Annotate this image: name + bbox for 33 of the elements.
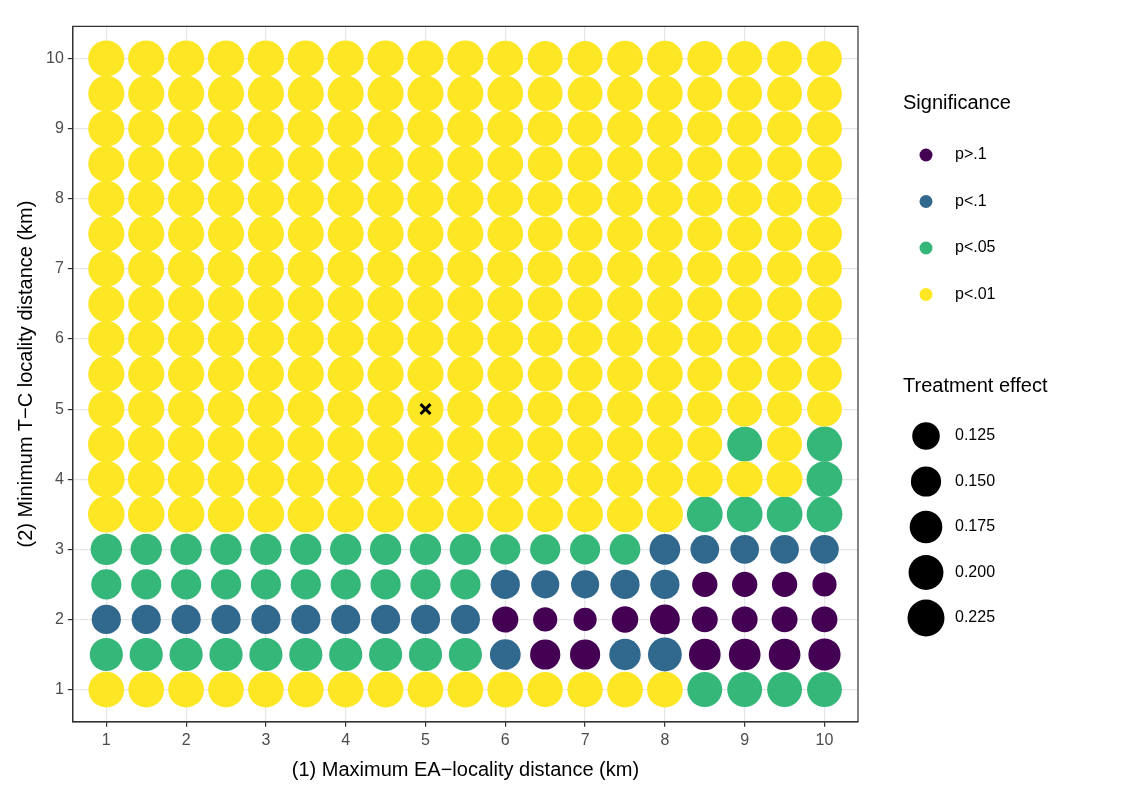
legend-label: 0.150 [955,471,996,489]
x-tick-label: 1 [101,730,111,748]
legend-label: 0.125 [955,426,996,444]
x-tick-label: 8 [660,730,670,748]
legend-label: p<.05 [955,238,996,256]
y-tick-label: 2 [54,609,64,627]
x-tick-label: 10 [815,730,834,748]
legend-label: 0.175 [955,517,996,535]
y-tick-label: 4 [54,469,64,487]
legend-label: 0.200 [955,562,996,580]
y-tick-label: 9 [54,119,64,137]
y-tick-label: 10 [46,48,64,66]
x-tick-label: 2 [181,730,191,748]
legend-label: p<.01 [955,284,996,302]
x-tick-label: 9 [740,730,750,748]
x-tick-label: 6 [500,730,510,748]
x-tick-label: 7 [580,730,590,748]
x-tick-label: 4 [341,730,351,748]
legend-label: 0.225 [955,608,996,626]
legend-label: p>.1 [955,145,987,163]
y-tick-label: 1 [54,679,64,697]
y-tick-label: 7 [54,259,64,277]
y-tick-label: 5 [54,399,64,417]
y-axis-title: (2) Minimum T−C locality distance (km) [13,200,36,548]
y-tick-label: 6 [54,329,64,347]
y-tick-label: 3 [54,539,64,557]
x-tick-label: 5 [421,730,431,748]
text: Treatment effect [903,373,1048,396]
x-tick-label: 3 [261,730,271,748]
legend-title: Significance [903,90,1011,113]
y-tick-label: 8 [54,189,64,207]
x-axis-title: (1) Maximum EA−locality distance (km) [291,757,640,780]
legend-label: p<.1 [955,191,987,209]
